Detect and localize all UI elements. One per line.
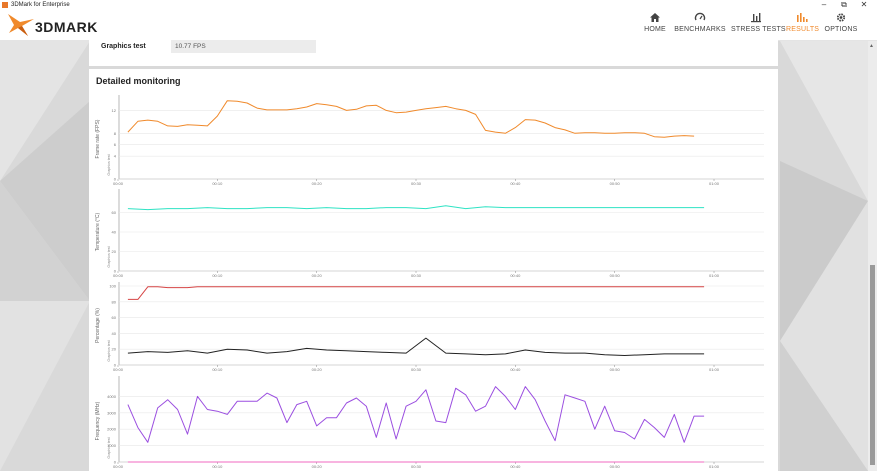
chart-4: 0 1000 2000 3000 4000 00:00 00:10 00:20 00:30 00:…	[95, 376, 764, 469]
minimize-button[interactable]: –	[821, 0, 827, 9]
section-label: Graphics test	[107, 437, 111, 458]
y-axis-label: Percentage (%)	[95, 308, 101, 343]
graphics-test-card: Graphics test 10.77 FPS	[89, 32, 778, 66]
logo: 3DMARK	[8, 14, 108, 36]
x-tick-label: 00:10	[212, 367, 223, 372]
y-tick-label: 0	[114, 460, 117, 465]
x-tick-label: 00:50	[610, 273, 621, 278]
x-tick-label: 00:30	[411, 273, 422, 278]
x-tick-label: 00:00	[113, 181, 124, 186]
x-tick-label: 00:10	[212, 273, 223, 278]
y-tick-label: 20	[112, 347, 117, 352]
x-tick-label: 00:50	[610, 367, 621, 372]
window-titlebar: 3DMark for Enterprise – ⧉ ✕	[0, 0, 877, 10]
x-tick-label: 01:00	[709, 181, 720, 186]
x-tick-label: 00:30	[411, 181, 422, 186]
home-icon	[650, 13, 660, 22]
x-tick-label: 00:40	[510, 273, 521, 278]
x-tick-label: 00:50	[610, 464, 621, 469]
scrollbar[interactable]: ▲	[868, 41, 877, 471]
x-tick-label: 00:40	[510, 367, 521, 372]
x-tick-label: 00:20	[312, 464, 323, 469]
stress-tests-icon	[751, 13, 761, 23]
graphics-test-label: Graphics test	[101, 43, 146, 50]
scrollbar-thumb[interactable]	[870, 265, 875, 465]
maximize-button[interactable]: ⧉	[841, 0, 847, 9]
y-tick-label: 6	[114, 142, 117, 147]
y-tick-label: 4	[114, 154, 117, 159]
nav-home[interactable]: HOME	[640, 12, 670, 40]
y-tick-label: 12	[112, 108, 117, 113]
y-tick-label: 8	[114, 131, 117, 136]
series-line-1	[127, 386, 705, 443]
nav-options-label: OPTIONS	[824, 26, 858, 33]
y-tick-label: 0	[114, 177, 117, 182]
detailed-monitoring-card: Detailed monitoring 0 4 6 8 12 00:00 00:10 00:2…	[89, 69, 778, 471]
window-title: 3DMark for Enterprise	[11, 2, 70, 8]
x-tick-label: 00:20	[312, 367, 323, 372]
x-tick-label: 00:00	[113, 273, 124, 278]
graphics-test-value: 10.77 FPS	[171, 40, 316, 53]
y-tick-label: 3000	[107, 410, 117, 415]
section-label: Graphics test	[107, 246, 111, 267]
y-tick-label: 4000	[107, 394, 117, 399]
app-icon	[2, 2, 8, 8]
y-tick-label: 40	[112, 230, 117, 235]
logo-text: 3DMARK	[35, 19, 98, 35]
y-axis-label: Frame rate (FPS)	[95, 119, 101, 158]
monitoring-charts: 0 4 6 8 12 00:00 00:10 00:20 00:30 00:40 00:50 01:0…	[95, 95, 764, 469]
chart-1: 0 4 6 8 12 00:00 00:10 00:20 00:30 00:40 00:50 01:0…	[95, 95, 764, 186]
x-tick-label: 00:10	[212, 464, 223, 469]
y-tick-label: 2000	[107, 427, 117, 432]
nav-results-label: RESULTS	[786, 26, 820, 33]
gear-icon	[836, 13, 846, 22]
nav-stress-tests[interactable]: STRESS TESTS	[731, 12, 786, 40]
x-tick-label: 00:20	[312, 273, 323, 278]
x-tick-label: 01:00	[709, 464, 720, 469]
y-tick-label: 80	[112, 299, 117, 304]
y-tick-label: 0	[114, 269, 117, 274]
y-tick-label: 60	[112, 210, 117, 215]
y-tick-label: 60	[112, 315, 117, 320]
x-tick-label: 00:30	[411, 367, 422, 372]
chart-3: 0 20 40 60 80 100 00:00 00:10 00:20 00:30 00:40 00:…	[95, 282, 764, 372]
x-tick-label: 00:10	[212, 181, 223, 186]
y-tick-label: 1000	[107, 443, 117, 448]
nav-home-label: HOME	[644, 26, 666, 33]
y-tick-label: 20	[112, 249, 117, 254]
section-label: Graphics test	[107, 340, 111, 361]
chart-2: 0 20 40 60 00:00 00:10 00:20 00:30 00:40 00:50 01:…	[95, 189, 764, 278]
x-tick-label: 01:00	[709, 273, 720, 278]
detailed-monitoring-title: Detailed monitoring	[96, 76, 181, 86]
section-label: Graphics test	[107, 154, 111, 175]
series-line-1	[127, 100, 695, 138]
x-tick-label: 01:00	[709, 367, 720, 372]
y-tick-label: 0	[114, 363, 117, 368]
scroll-up-arrow-icon[interactable]: ▲	[869, 43, 874, 49]
x-tick-label: 00:30	[411, 464, 422, 469]
nav-results[interactable]: RESULTS	[786, 12, 820, 40]
nav-benchmarks-label: BENCHMARKS	[674, 26, 726, 33]
close-button[interactable]: ✕	[860, 0, 868, 9]
y-tick-label: 40	[112, 331, 117, 336]
x-tick-label: 00:40	[510, 464, 521, 469]
x-tick-label: 00:00	[113, 464, 124, 469]
results-icon	[797, 13, 808, 22]
nav-options[interactable]: OPTIONS	[824, 12, 858, 40]
series-line-2	[127, 337, 705, 356]
x-tick-label: 00:40	[510, 181, 521, 186]
series-line-1	[127, 205, 705, 211]
x-tick-label: 00:50	[610, 181, 621, 186]
x-tick-label: 00:00	[113, 367, 124, 372]
y-axis-label: Temperature (°C)	[95, 212, 101, 251]
x-tick-label: 00:20	[312, 181, 323, 186]
y-tick-label: 100	[109, 284, 116, 289]
series-line-1	[127, 286, 705, 300]
y-axis-label: Frequency (MHz)	[95, 401, 101, 440]
benchmarks-icon	[694, 12, 706, 21]
nav-stress-tests-label: STRESS TESTS	[731, 26, 786, 33]
logo-icon	[8, 14, 34, 36]
nav-benchmarks[interactable]: BENCHMARKS	[674, 12, 726, 40]
